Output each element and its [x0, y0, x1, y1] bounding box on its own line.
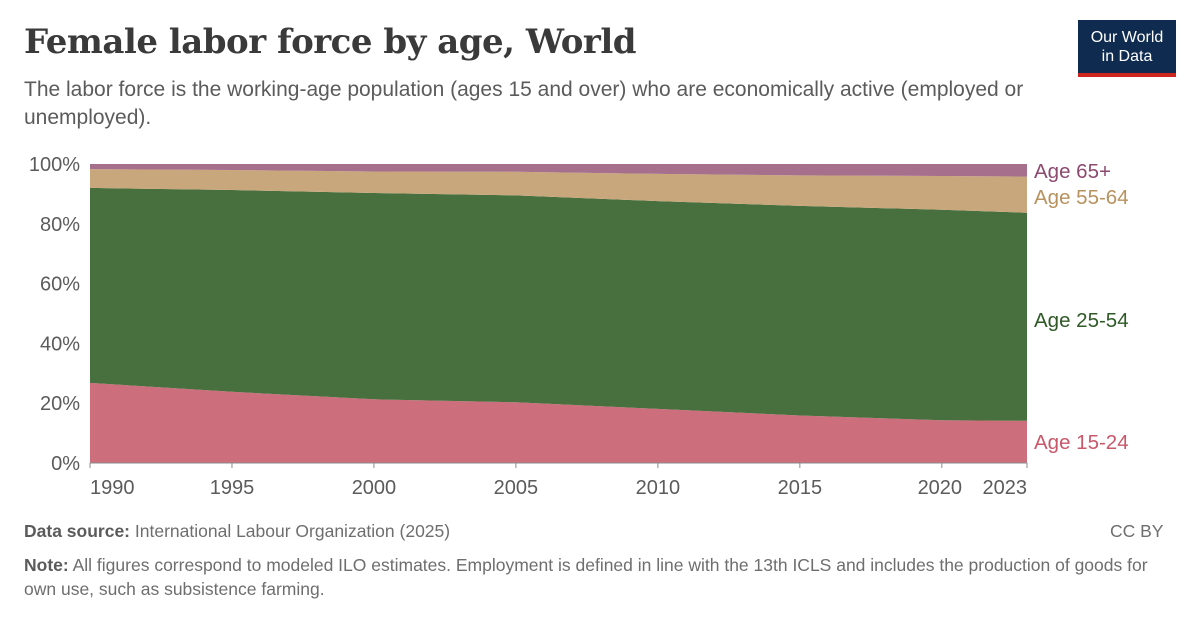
data-source-text[interactable]: International Labour Organization (2025)	[134, 521, 451, 541]
series-label: Age 55-64	[1034, 186, 1129, 209]
x-tick-label: 1990	[90, 477, 135, 499]
x-tick-label: 2000	[352, 477, 397, 499]
license[interactable]: CC BY	[1110, 521, 1164, 541]
y-tick-label: 80%	[40, 214, 80, 236]
x-tick-label: 1995	[210, 477, 255, 499]
data-source-label: Data source:	[24, 521, 131, 541]
note: Note: All figures correspond to modeled …	[24, 553, 1164, 601]
y-tick-label: 0%	[51, 453, 80, 475]
x-tick-label: 2010	[636, 477, 681, 499]
x-tick-label: 2020	[918, 477, 963, 499]
area-series-0	[90, 382, 1027, 463]
data-source: Data source: International Labour Organi…	[24, 521, 450, 542]
owid-logo[interactable]: Our World in Data	[1078, 20, 1176, 77]
area-series-3	[90, 164, 1027, 177]
y-tick-label: 100%	[29, 154, 80, 176]
stacked-area-chart: 0% 20% 40% 60% 80% 100% 1990 1995 2000 2005 2010 20…	[29, 154, 1129, 499]
x-tick-label: 2015	[778, 477, 823, 499]
y-tick-label: 40%	[40, 333, 80, 355]
series-label: Age 25-54	[1034, 309, 1129, 332]
note-label: Note:	[24, 555, 69, 575]
series-label: Age 15-24	[1034, 431, 1129, 454]
y-tick-label: 60%	[40, 274, 80, 296]
y-tick-label: 20%	[40, 393, 80, 415]
note-text: All figures correspond to modeled ILO es…	[24, 555, 1148, 599]
x-tick-label: 2023	[983, 477, 1028, 499]
chart-title: Female labor force by age, World	[24, 22, 637, 62]
x-tick-label: 2005	[494, 477, 539, 499]
series-label: Age 65+	[1034, 160, 1111, 183]
area-series-1	[90, 187, 1027, 421]
logo-line-2: in Data	[1101, 48, 1153, 65]
area-series-2	[90, 169, 1027, 213]
logo-line-1: Our World	[1090, 29, 1164, 46]
chart-subtitle: The labor force is the working-age popul…	[24, 78, 1024, 129]
